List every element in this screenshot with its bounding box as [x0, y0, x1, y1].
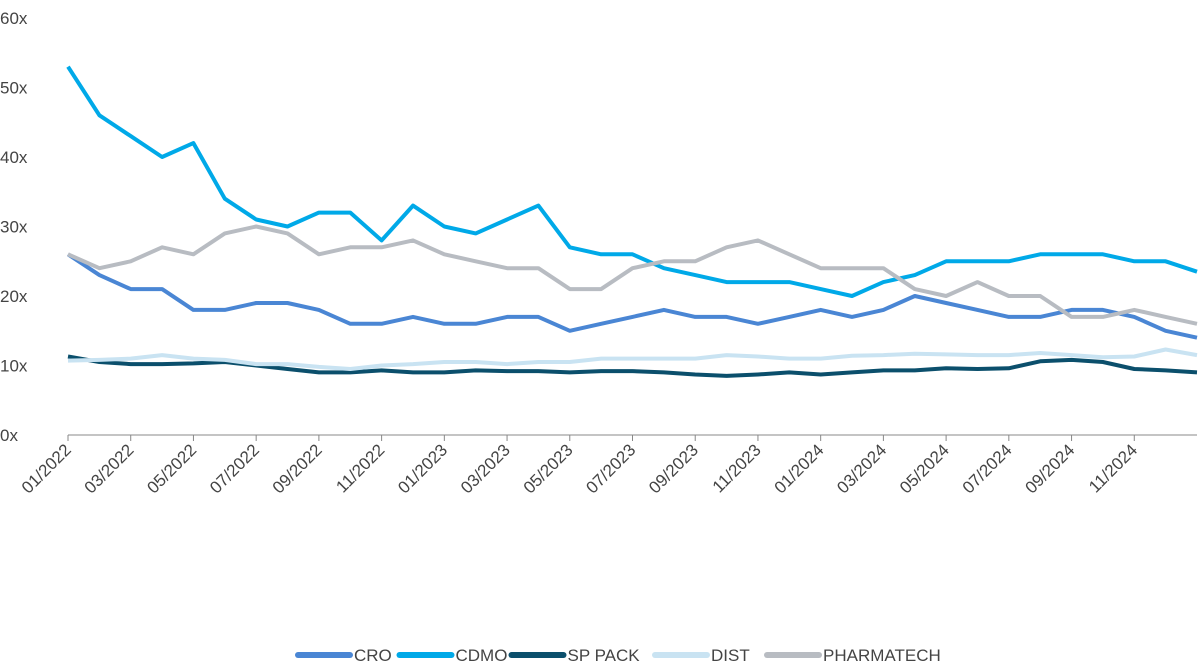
y-tick-label: 30x — [0, 218, 28, 237]
legend-label: PHARMATECH — [823, 646, 941, 665]
x-tick-label: 09/2024 — [1021, 440, 1078, 497]
x-tick-label: 05/2022 — [143, 440, 200, 497]
x-tick-label: 09/2022 — [269, 440, 326, 497]
x-tick-label: 07/2023 — [582, 440, 639, 497]
x-tick-label: 11/2022 — [332, 440, 388, 496]
y-tick-label: 50x — [0, 79, 28, 98]
x-tick-label: 09/2023 — [645, 440, 702, 497]
x-tick-label: 11/2023 — [709, 440, 765, 496]
legend-label: CRO — [354, 646, 392, 665]
x-tick-label: 11/2024 — [1085, 440, 1141, 496]
series-line — [67, 347, 1198, 371]
x-tick-label: 03/2024 — [833, 440, 890, 497]
x-tick-label: 01/2023 — [394, 440, 451, 497]
y-tick-label: 10x — [0, 357, 28, 376]
y-tick-label: 60x — [0, 9, 28, 28]
x-tick-label: 05/2023 — [520, 440, 577, 497]
series-line — [66, 252, 1198, 340]
x-tick-label: 03/2022 — [81, 440, 138, 497]
legend-label: DIST — [711, 646, 750, 665]
x-tick-label: 03/2023 — [457, 440, 514, 497]
y-tick-label: 0x — [0, 426, 18, 445]
y-tick-label: 20x — [0, 287, 28, 306]
legend-label: SP PACK — [568, 646, 641, 665]
x-tick-label: 01/2022 — [18, 440, 75, 497]
x-tick-label: 07/2022 — [206, 440, 263, 497]
x-tick-label: 07/2024 — [959, 440, 1016, 497]
series-line — [66, 65, 1198, 298]
x-tick-label: 01/2024 — [771, 440, 828, 497]
legend-label: CDMO — [456, 646, 508, 665]
x-tick-label: 05/2024 — [896, 440, 953, 497]
y-tick-label: 40x — [0, 148, 28, 167]
series-line — [67, 224, 1198, 326]
